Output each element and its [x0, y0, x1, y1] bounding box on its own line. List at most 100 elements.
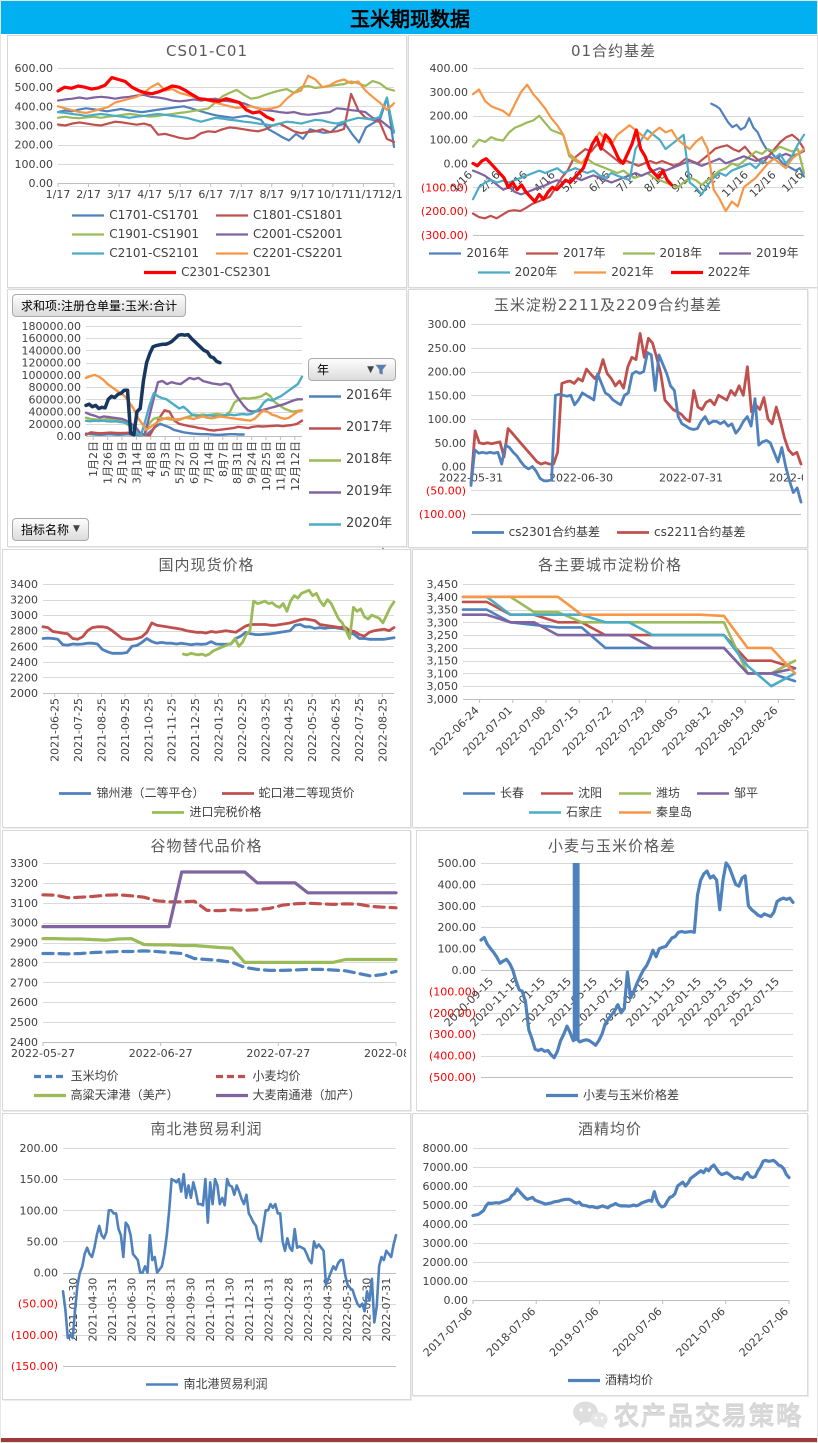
legend-item: C1901-CS1901	[71, 225, 199, 243]
chart-title: 小麦与玉米价格差	[547, 837, 676, 855]
series-lines	[84, 332, 304, 437]
legend-label: 沈阳	[577, 786, 602, 800]
series-C1701-CS1701	[56, 96, 396, 149]
chart-title: 国内现货价格	[158, 556, 255, 574]
legend-label: 南北港贸易利润	[183, 1377, 268, 1391]
chart-title: CS01-C01	[165, 42, 249, 60]
legend-item: 石家庄	[528, 803, 602, 821]
series-小麦均价	[41, 893, 398, 913]
legend-item: 2020年	[477, 263, 557, 281]
legend-label: 小麦均价	[252, 1069, 301, 1083]
axis-field-button[interactable]: 指标名称 ▼	[12, 517, 89, 541]
legend-label: C2301-CS2301	[181, 265, 271, 279]
svg-text:100.00: 100.00	[15, 158, 54, 171]
svg-text:2019-07-06: 2019-07-06	[547, 1305, 601, 1359]
series-2019年	[84, 376, 304, 437]
svg-text:140000.00: 140000.00	[22, 344, 82, 357]
svg-text:(50.00): (50.00)	[426, 484, 466, 497]
svg-text:400.00: 400.00	[15, 100, 54, 113]
legend-label: 长春	[499, 786, 524, 800]
legend-label: 2017年	[346, 420, 393, 435]
x-axis-labels: 2021-03-30 2021-04-30 2021-05-31 2021-06-30…	[67, 1278, 393, 1342]
y-axis-labels: 8000.00 7000.00 6000.00 5000.00 4000.00 3000.…	[423, 1142, 469, 1307]
legend-item: 2020年	[308, 515, 392, 533]
svg-text:2022-07-31: 2022-07-31	[659, 472, 723, 485]
legend-swatch-icon	[309, 522, 341, 526]
legend-swatch-icon	[309, 490, 341, 494]
svg-text:2022-08-27: 2022-08-27	[364, 1047, 406, 1060]
legend-label: cs2211合约基差	[654, 525, 746, 539]
legend-item: 酒精均价	[567, 1371, 653, 1389]
series-高粱天津港（美产）	[41, 936, 398, 965]
pivot-value-field-button[interactable]: 求和项:注册仓单量:玉米:合计	[12, 293, 187, 317]
panel-wheat-corn-spread: 小麦与玉米价格差 500.00 400.00 300.00 200.00 100.00 0…	[416, 830, 808, 1111]
legend-item: 锦州港（二等平仓）	[58, 784, 205, 802]
series-石家庄	[461, 595, 797, 688]
panel-city-starch-price: 各主要城市淀粉价格 3,450 3,400 3,350 3,300 3,250 3,200…	[412, 549, 808, 828]
svg-text:3/17: 3/17	[107, 188, 132, 201]
svg-text:3400: 3400	[10, 578, 38, 591]
filter-funnel-icon	[375, 364, 387, 375]
svg-text:2021-11-30: 2021-11-30	[224, 1278, 237, 1342]
legend-label: 邹平	[734, 786, 759, 800]
series-南北港贸易利润	[61, 1172, 398, 1340]
chart-legend: 2016年 2017年 2018年 2019年 2020年 2021年 2022年	[413, 243, 814, 285]
svg-text:2022-01-31: 2022-01-31	[263, 1278, 276, 1342]
series-C2001-CS2001	[56, 93, 396, 133]
series-2022年	[84, 332, 222, 437]
series-2016年	[84, 422, 245, 437]
legend-item: 2019年	[718, 244, 799, 262]
svg-text:2021-08-31: 2021-08-31	[165, 1278, 178, 1342]
legend-item: 高粱天津港（美产）	[33, 1086, 199, 1104]
svg-text:2021-06-30: 2021-06-30	[126, 1278, 139, 1342]
panel-alcohol-avg-price: 酒精均价 8000.00 7000.00 6000.00 5000.00 4000.00…	[412, 1113, 808, 1396]
year-filter-button[interactable]: 年 ▼	[308, 358, 396, 381]
svg-text:100.00: 100.00	[20, 1204, 59, 1217]
svg-text:0.00: 0.00	[57, 430, 82, 443]
svg-text:(150.00): (150.00)	[11, 1360, 58, 1373]
svg-text:3000.00: 3000.00	[423, 1237, 469, 1250]
series-酒精均价	[471, 1158, 791, 1218]
svg-text:1/17: 1/17	[46, 188, 71, 201]
svg-text:50.00: 50.00	[27, 1235, 59, 1248]
svg-text:0.00: 0.00	[444, 157, 469, 170]
svg-text:3,450: 3,450	[427, 578, 459, 591]
legend-swatch-icon	[152, 810, 185, 814]
legend-swatch-icon	[670, 270, 703, 274]
svg-text:12/16: 12/16	[747, 168, 779, 200]
series-2022年	[471, 128, 674, 204]
legend-swatch-icon	[309, 394, 341, 398]
svg-text:100.00: 100.00	[428, 413, 467, 426]
chart-plot: 300.00 250.00 200.00 150.00 100.00 50.00 0.00 (…	[419, 318, 803, 521]
legend-item: 2017年	[525, 244, 606, 262]
svg-text:(200.00): (200.00)	[421, 205, 468, 218]
svg-text:500.00: 500.00	[15, 81, 54, 94]
svg-text:12月12日: 12月12日	[289, 441, 302, 491]
svg-text:9月24日: 9月24日	[246, 441, 259, 484]
svg-text:3,200: 3,200	[427, 642, 459, 655]
series-lines	[41, 588, 396, 657]
svg-text:(50.00): (50.00)	[18, 1298, 58, 1311]
legend-swatch-icon	[540, 791, 573, 795]
legend-label: C1701-CS1701	[109, 208, 199, 222]
svg-text:20000.00: 20000.00	[29, 418, 82, 431]
series-2018年	[471, 114, 806, 189]
gridlines	[481, 863, 793, 1078]
legend-swatch-icon	[429, 251, 462, 255]
svg-text:5/17: 5/17	[168, 188, 193, 201]
series-C2301-CS2301	[56, 76, 275, 122]
panel-01-basis: 01合约基差 400.00 300.00 200.00 100.00 0.00 (100.…	[408, 35, 817, 288]
legend-item: 进口完税价格	[151, 803, 262, 821]
legend-item: 2021年	[573, 263, 654, 281]
svg-text:2022-06-30: 2022-06-30	[549, 472, 613, 485]
svg-text:2500: 2500	[10, 1016, 38, 1029]
svg-text:3000: 3000	[10, 917, 38, 930]
svg-text:11/17: 11/17	[348, 188, 380, 201]
svg-text:2022-05-25: 2022-05-25	[306, 698, 319, 762]
svg-text:2600: 2600	[10, 996, 38, 1009]
svg-text:(100.00): (100.00)	[421, 181, 468, 194]
svg-text:2600: 2600	[10, 640, 38, 653]
svg-text:0.00: 0.00	[34, 1267, 59, 1280]
svg-text:3,100: 3,100	[427, 667, 459, 680]
chart-plot: 3,4503,4003,3503,3003,2503,2003,1503,100…	[427, 578, 797, 758]
